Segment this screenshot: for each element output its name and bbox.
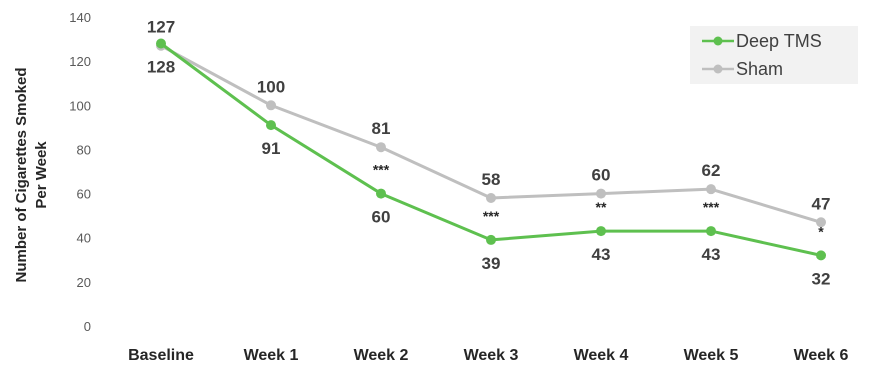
legend-box (690, 26, 858, 84)
y-tick-label: 0 (84, 319, 91, 334)
x-category-label: Week 3 (464, 347, 519, 364)
data-label-sham: 58 (482, 170, 501, 189)
y-tick-label: 60 (77, 187, 91, 202)
significance-marker: *** (483, 208, 500, 224)
data-label-sham: 62 (702, 161, 721, 180)
data-point-deep-tms (376, 188, 386, 199)
data-label-sham: 127 (147, 18, 175, 37)
x-category-label: Week 4 (574, 347, 629, 364)
data-label-deep-tms: 128 (147, 57, 175, 76)
data-point-deep-tms (706, 226, 716, 237)
legend-marker-deep-tms (713, 36, 723, 46)
significance-marker: *** (373, 162, 390, 178)
x-category-label: Week 5 (684, 347, 739, 364)
y-tick-label: 20 (77, 275, 91, 290)
data-point-sham (596, 188, 606, 199)
significance-marker: ** (596, 199, 607, 215)
data-label-deep-tms: 43 (702, 245, 721, 264)
data-point-deep-tms (596, 226, 606, 237)
y-tick-label: 120 (69, 54, 91, 69)
y-tick-label: 140 (69, 10, 91, 25)
data-point-deep-tms (156, 38, 166, 49)
x-category-label: Week 6 (794, 347, 849, 364)
data-label-sham: 100 (257, 77, 285, 96)
data-point-sham (706, 184, 716, 195)
y-axis-label-line-2: Per Week (33, 141, 50, 209)
x-axis-categories: Baseline Week 1 Week 2 Week 3 Week 4 Week 5 We… (128, 347, 848, 364)
significance-markers: ******** **** (373, 162, 824, 240)
data-label-deep-tms: 39 (482, 254, 501, 273)
data-point-deep-tms (266, 120, 276, 131)
data-point-sham (266, 100, 276, 111)
data-label-sham: 60 (592, 166, 611, 185)
data-point-deep-tms (816, 250, 826, 261)
legend-marker-sham (713, 64, 723, 74)
x-category-label: Week 1 (244, 347, 299, 364)
data-point-deep-tms (486, 234, 496, 245)
y-tick-label: 100 (69, 98, 91, 113)
y-tick-label: 80 (77, 142, 91, 157)
data-label-deep-tms: 91 (262, 139, 281, 158)
data-label-deep-tms: 60 (372, 208, 391, 227)
data-label-sham: 47 (812, 194, 831, 213)
legend: Deep TMS Sham (690, 26, 858, 84)
y-tick-label: 40 (77, 231, 91, 246)
data-label-deep-tms: 32 (812, 269, 831, 288)
series-group (156, 38, 826, 261)
y-axis-ticks: 0 20 40 60 80 100 120 140 (69, 10, 91, 334)
legend-label-deep-tms: Deep TMS (736, 31, 822, 51)
legend-label-sham: Sham (736, 59, 783, 79)
y-axis-label-line-1: Number of Cigarettes Smoked (13, 67, 30, 282)
x-category-label: Baseline (128, 347, 194, 364)
data-point-sham (816, 217, 826, 228)
data-point-sham (376, 142, 386, 153)
x-category-label: Week 2 (354, 347, 409, 364)
data-label-deep-tms: 43 (592, 245, 611, 264)
data-point-sham (486, 192, 496, 203)
data-labels: 128 91 60 39 43 43 32 127 100 81 58 60 62 47 (147, 18, 831, 289)
y-axis-title: Number of Cigarettes Smoked Per Week (13, 67, 50, 282)
significance-marker: *** (703, 199, 720, 215)
significance-marker: * (818, 223, 824, 239)
data-label-sham: 81 (372, 119, 391, 138)
